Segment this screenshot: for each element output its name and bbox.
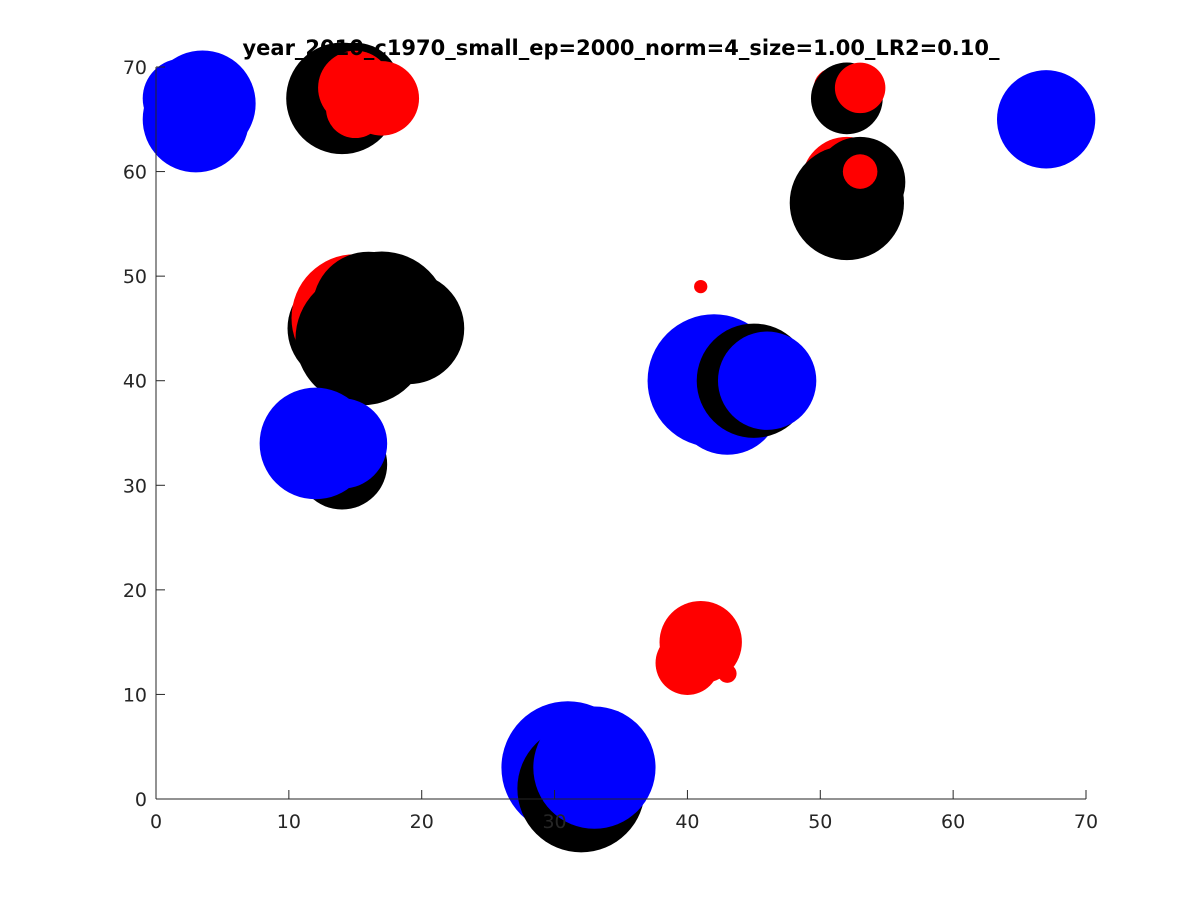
x-ticks: 0 10 20 30 40 50 60 70 [150, 790, 1098, 833]
data-point-red [694, 279, 708, 294]
data-point-red [655, 631, 720, 695]
x-tick-label: 0 [150, 811, 162, 833]
y-tick-label: 0 [135, 789, 147, 811]
data-point-blue [717, 331, 817, 430]
data-point-red [717, 664, 737, 683]
data-point-blue [296, 398, 388, 489]
y-tick-label: 30 [123, 475, 147, 497]
x-tick-label: 60 [941, 811, 965, 833]
y-tick-label: 60 [123, 162, 147, 184]
x-tick-label: 40 [675, 811, 699, 833]
chart-title: year_2010_c1970_small_ep=2000_norm=4_siz… [242, 36, 1000, 60]
x-tick-label: 20 [410, 811, 434, 833]
data-point-blue [533, 706, 656, 829]
y-tick-label: 20 [123, 580, 147, 602]
points-layer [142, 42, 1096, 853]
data-point-blue [149, 50, 256, 157]
y-tick-label: 10 [123, 684, 147, 706]
y-tick-label: 50 [123, 266, 147, 288]
data-point-red [834, 62, 886, 114]
axes-layer [155, 67, 1086, 800]
x-tick-label: 10 [277, 811, 301, 833]
x-tick-label: 50 [808, 811, 832, 833]
data-point-red [842, 154, 878, 189]
y-ticks: 0 10 20 30 40 50 60 70 [123, 57, 165, 811]
y-tick-label: 40 [123, 371, 147, 393]
y-tick-label: 70 [123, 57, 147, 79]
data-point-blue [996, 70, 1096, 169]
x-tick-label: 30 [542, 811, 566, 833]
data-point-red [326, 79, 385, 139]
x-tick-label: 70 [1074, 811, 1098, 833]
data-point-black [312, 251, 425, 364]
